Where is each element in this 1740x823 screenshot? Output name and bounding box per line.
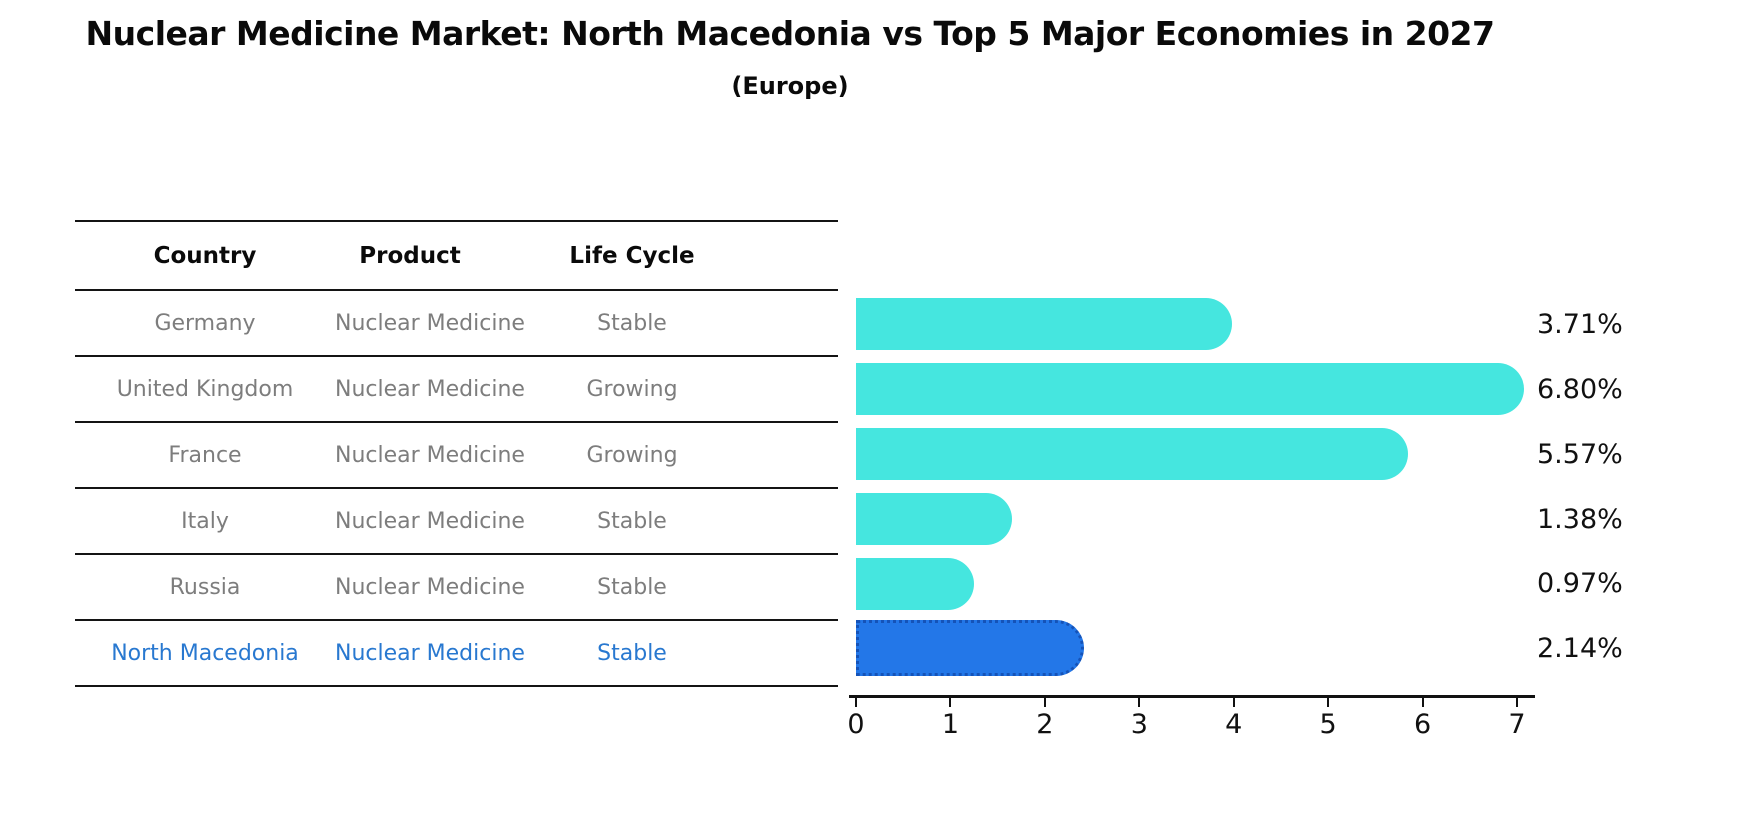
- x-axis-tick: [1327, 698, 1330, 707]
- x-axis-tick: [949, 698, 952, 707]
- cell-product: Nuclear Medicine: [335, 640, 525, 666]
- cell-life-cycle: Stable: [597, 574, 667, 600]
- bar-value-label: 1.38%: [1537, 504, 1623, 535]
- bar-united-kingdom: [856, 363, 1525, 415]
- cell-country: North Macedonia: [111, 640, 299, 666]
- bar-value-label: 5.57%: [1537, 439, 1623, 470]
- table-header-row: Country Product Life Cycle: [75, 222, 838, 291]
- chart-title: Nuclear Medicine Market: North Macedonia…: [85, 14, 1495, 53]
- cell-life-cycle: Stable: [597, 640, 667, 666]
- x-axis-tick-label: 0: [847, 709, 865, 740]
- x-axis-tick: [1516, 698, 1518, 707]
- x-axis-tick-label: 3: [1130, 709, 1148, 740]
- bar-north-macedonia: [856, 620, 1085, 676]
- x-axis-tick-label: 4: [1225, 709, 1243, 740]
- cell-life-cycle: Stable: [597, 310, 667, 336]
- bar-france: [856, 428, 1408, 480]
- cell-life-cycle: Growing: [586, 376, 678, 402]
- cell-country: Italy: [181, 508, 229, 534]
- cell-country: Germany: [154, 310, 256, 336]
- bar-value-label: 3.71%: [1537, 309, 1623, 340]
- cell-country: Russia: [169, 574, 241, 600]
- bar-russia: [856, 558, 974, 610]
- bar-value-label: 2.14%: [1537, 633, 1623, 664]
- x-axis-tick-label: 1: [941, 709, 960, 740]
- table-row-north-macedonia: North Macedonia Nuclear Medicine Stable: [75, 621, 838, 687]
- bar-value-label: 0.97%: [1537, 568, 1623, 599]
- table-row-russia: Russia Nuclear Medicine Stable: [75, 555, 838, 621]
- chart-subtitle: (Europe): [731, 72, 849, 100]
- bar-italy: [856, 493, 1013, 545]
- column-header-country: Country: [153, 242, 257, 269]
- table-row-united-kingdom: United Kingdom Nuclear Medicine Growing: [75, 357, 838, 423]
- column-header-life-cycle: Life Cycle: [569, 242, 695, 269]
- cell-product: Nuclear Medicine: [335, 508, 525, 534]
- x-axis-tick: [1232, 698, 1235, 707]
- cell-country: United Kingdom: [116, 376, 294, 402]
- cell-life-cycle: Growing: [586, 442, 678, 468]
- bar-germany: [856, 298, 1233, 350]
- x-axis-tick: [1421, 698, 1424, 707]
- x-axis-tick: [1138, 698, 1141, 707]
- bar-value-label: 6.80%: [1537, 374, 1623, 405]
- x-axis-tick: [1043, 698, 1046, 707]
- cell-product: Nuclear Medicine: [335, 310, 525, 336]
- cell-product: Nuclear Medicine: [335, 442, 525, 468]
- cell-country: France: [168, 442, 242, 468]
- table-row-italy: Italy Nuclear Medicine Stable: [75, 489, 838, 555]
- country-table: Country Product Life Cycle Germany Nucle…: [75, 220, 838, 687]
- cell-product: Nuclear Medicine: [335, 574, 525, 600]
- x-axis-tick-label: 7: [1508, 709, 1526, 740]
- cell-product: Nuclear Medicine: [335, 376, 525, 402]
- x-axis-tick-label: 2: [1036, 709, 1054, 740]
- x-axis-tick: [855, 698, 857, 707]
- table-row-france: France Nuclear Medicine Growing: [75, 423, 838, 489]
- column-header-product: Product: [359, 242, 461, 269]
- x-axis-tick-label: 6: [1413, 709, 1432, 740]
- cell-life-cycle: Stable: [597, 508, 667, 534]
- x-axis-line: [849, 695, 1535, 698]
- table-row-germany: Germany Nuclear Medicine Stable: [75, 291, 838, 357]
- x-axis-tick-label: 5: [1319, 709, 1337, 740]
